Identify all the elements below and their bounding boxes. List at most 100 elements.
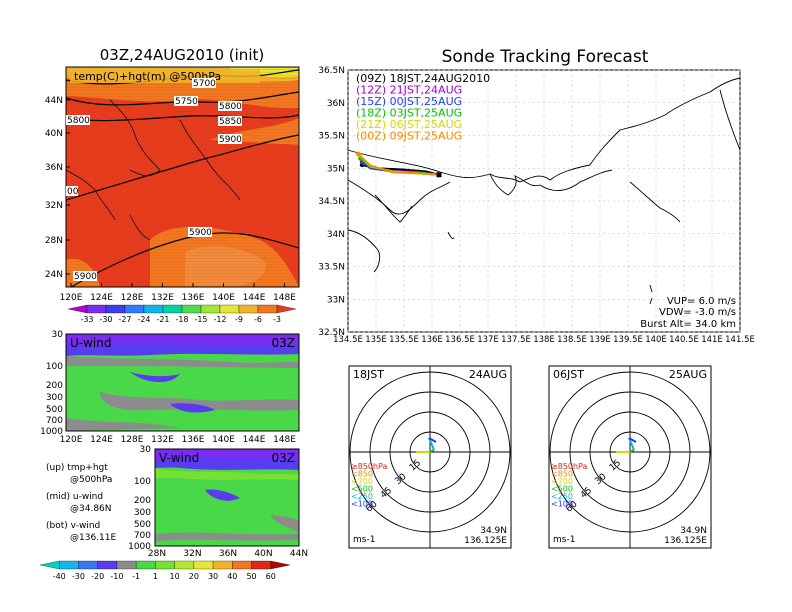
colorbar-label: -30 bbox=[72, 572, 85, 581]
lat-tick-label: 35N bbox=[327, 164, 345, 174]
contour-label: 5900 bbox=[219, 135, 242, 145]
lon-tick-label: 148E bbox=[273, 435, 296, 445]
colorbar-swatch bbox=[97, 560, 118, 570]
lat-tick-label: 33.5N bbox=[318, 263, 345, 273]
lon-tick-label: 138.5E bbox=[557, 335, 587, 345]
legend-entry: (21Z) 06JST,25AUG bbox=[356, 118, 462, 131]
note-bot: (bot) v-wind bbox=[46, 521, 100, 531]
colorbar-label: -24 bbox=[137, 315, 150, 324]
colorbar-swatch bbox=[67, 304, 88, 314]
lon-tick-label: 137.5E bbox=[501, 335, 531, 345]
colorbar-swatch bbox=[136, 560, 156, 570]
lon-tick-label: 136E bbox=[182, 435, 205, 445]
lon-tick-label: 139.5E bbox=[613, 335, 643, 345]
level-legend: <100 bbox=[351, 500, 373, 509]
lat-tick-label: 32.5N bbox=[318, 328, 345, 338]
colorbar-swatch bbox=[39, 560, 60, 570]
legend-entry: (18Z) 03JST,25AUG bbox=[356, 107, 462, 120]
colorbar-swatch bbox=[200, 304, 221, 314]
level-legend: <850 bbox=[351, 470, 373, 479]
pressure-tick-label: 300 bbox=[134, 508, 151, 518]
lat-tick-label: 40N bbox=[45, 129, 63, 139]
lat-tick-label: 36N bbox=[327, 99, 345, 109]
lon-tick-label: 120E bbox=[60, 435, 83, 445]
launch-site bbox=[436, 172, 442, 178]
colorbar-label: -1 bbox=[132, 572, 140, 581]
pressure-tick-label: 100 bbox=[134, 477, 151, 487]
lon-tick-label: 140.5E bbox=[669, 335, 699, 345]
lat-tick-label: 44N bbox=[45, 96, 63, 106]
note-mid: (mid) u-wind bbox=[46, 492, 103, 502]
contour-label: 5700 bbox=[193, 79, 216, 89]
contour-label: 00 bbox=[67, 187, 79, 197]
hodograph-lon: 136.125E bbox=[464, 536, 507, 546]
lon-tick-label: 141.5E bbox=[725, 335, 755, 345]
lat-tick-label: 32N bbox=[183, 549, 201, 559]
hodograph-lat: 34.9N bbox=[480, 526, 507, 536]
hodograph-time: 06JST bbox=[553, 368, 584, 381]
temp-map-colorbar: -33 -30 -27 -24 -21 -18 -15 -12 -9 -6 -3 bbox=[67, 304, 297, 324]
lon-tick-label: 120E bbox=[60, 293, 83, 303]
uwind-time: 03Z bbox=[272, 336, 296, 350]
colorbar-swatch bbox=[143, 304, 164, 314]
level-legend: <500 bbox=[351, 485, 373, 494]
tracking-legend: (09Z) 18JST,24AUG2010(12Z) 21JST,24AUG(1… bbox=[356, 72, 490, 143]
hodograph-units: ms-1 bbox=[553, 535, 575, 545]
note-mid-level: @34.86N bbox=[70, 504, 112, 514]
lon-tick-label: 138E bbox=[533, 335, 555, 345]
note-up: (up) tmp+hgt bbox=[46, 463, 108, 473]
wind-colorbar: -40 -30 -20 -10 -1 1 10 20 30 40 50 60 bbox=[39, 560, 291, 581]
hodograph-lon: 136.125E bbox=[664, 536, 707, 546]
lon-tick-label: 144E bbox=[243, 293, 266, 303]
uwind-label: U-wind bbox=[70, 336, 111, 350]
lon-tick-label: 139E bbox=[589, 335, 611, 345]
lat-tick-label: 36N bbox=[219, 549, 237, 559]
temp-map-panel: 03Z,24AUG2010 (init) temp(C)+hgt(m) @500… bbox=[45, 46, 300, 324]
lat-tick-label: 28N bbox=[45, 236, 63, 246]
pressure-tick-label: 200 bbox=[134, 496, 151, 506]
pressure-tick-label: 1000 bbox=[40, 427, 63, 437]
legend-entry: (15Z) 00JST,25AUG bbox=[356, 95, 462, 108]
hodograph-date: 25AUG bbox=[669, 368, 707, 381]
ascent-rate: VUP= 6.0 m/s bbox=[667, 296, 736, 307]
contour-label: 5900 bbox=[189, 228, 212, 238]
lat-tick-label: 24N bbox=[45, 270, 63, 280]
colorbar-label: -15 bbox=[194, 315, 207, 324]
vwind-time: 03Z bbox=[272, 451, 296, 465]
lat-tick-label: 36N bbox=[45, 163, 63, 173]
contour-label: 5850 bbox=[219, 117, 242, 127]
hodograph-trace bbox=[628, 437, 637, 443]
lat-tick-label: 36.5N bbox=[318, 66, 345, 76]
colorbar-swatch bbox=[212, 560, 233, 570]
lat-tick-label: 34.5N bbox=[318, 197, 345, 207]
lon-tick-label: 135E bbox=[365, 335, 387, 345]
lon-tick-label: 134.5E bbox=[333, 335, 363, 345]
hodograph-lat: 34.9N bbox=[680, 526, 707, 536]
tracking-panel: Sonde Tracking Forecast (09Z) 18JST,24AU… bbox=[318, 47, 755, 345]
lat-tick-label: 34N bbox=[327, 230, 345, 240]
legend-entry: (00Z) 09JST,25AUG bbox=[356, 130, 462, 143]
colorbar-label: 40 bbox=[227, 572, 237, 581]
colorbar-label: -6 bbox=[254, 315, 262, 324]
lon-tick-label: 140E bbox=[645, 335, 667, 345]
hodograph-units: ms-1 bbox=[353, 535, 375, 545]
colorbar-label: 60 bbox=[266, 572, 276, 581]
pressure-tick-label: 500 bbox=[134, 520, 151, 530]
colorbar-label: -20 bbox=[91, 572, 104, 581]
uwind-x-ticks: 120E 124E 128E 132E 136E 140E 144E 148E bbox=[60, 435, 297, 445]
colorbar-label: -27 bbox=[118, 315, 131, 324]
colorbar-swatch bbox=[181, 304, 202, 314]
colorbar-swatch bbox=[257, 304, 278, 314]
landing-point bbox=[355, 151, 361, 157]
tracking-trajectories bbox=[355, 151, 442, 178]
colorbar-swatch bbox=[232, 560, 252, 570]
lat-tick-label: 33N bbox=[327, 295, 345, 305]
note-up-level: @500hPa bbox=[70, 475, 112, 485]
colorbar-label: -3 bbox=[273, 315, 281, 324]
lat-tick-label: 32N bbox=[45, 201, 63, 211]
lon-tick-label: 128E bbox=[121, 435, 144, 445]
hodograph-trace bbox=[629, 449, 635, 453]
